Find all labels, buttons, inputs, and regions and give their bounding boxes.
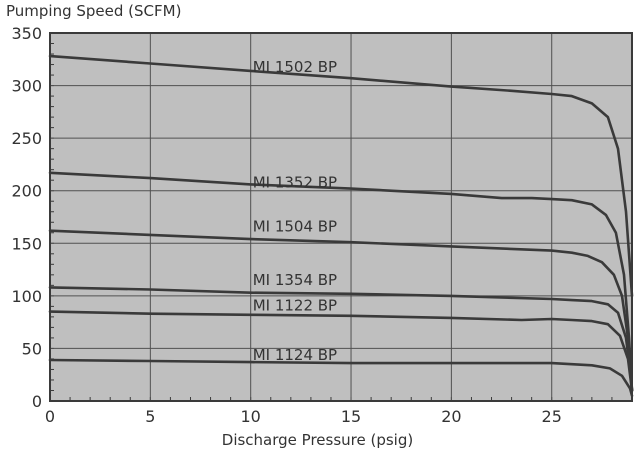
series-label: MI 1502 BP <box>253 58 337 76</box>
y-tick-label: 350 <box>11 24 42 43</box>
series-label: MI 1352 BP <box>253 173 337 191</box>
plot-background <box>50 33 632 401</box>
x-tick-label: 5 <box>145 407 155 426</box>
y-tick-label: 100 <box>11 287 42 306</box>
y-tick-label: 300 <box>11 77 42 96</box>
y-axis-label: Pumping Speed (SCFM) <box>6 2 182 20</box>
y-tick-label: 50 <box>22 339 42 358</box>
x-axis-label: Discharge Pressure (psig) <box>221 431 414 449</box>
y-tick-label: 0 <box>32 392 42 411</box>
plot-frame <box>49 32 633 402</box>
series-label: MI 1124 BP <box>253 346 337 364</box>
series-line <box>48 229 634 392</box>
x-tick-label: 0 <box>45 407 55 426</box>
series-line <box>48 310 634 392</box>
series-line <box>48 286 634 392</box>
series-label: MI 1122 BP <box>253 296 337 314</box>
y-tick-label: 150 <box>11 234 42 253</box>
series-label: MI 1504 BP <box>253 218 337 236</box>
series-line <box>48 171 634 392</box>
y-tick-label: 200 <box>11 182 42 201</box>
series-label: MI 1354 BP <box>253 271 337 289</box>
x-tick-label: 25 <box>542 407 562 426</box>
series-line <box>48 358 634 397</box>
x-tick-label: 10 <box>241 407 261 426</box>
x-tick-label: 15 <box>341 407 361 426</box>
y-tick-label: 250 <box>11 129 42 148</box>
x-tick-label: 20 <box>441 407 461 426</box>
series-line <box>48 54 634 298</box>
